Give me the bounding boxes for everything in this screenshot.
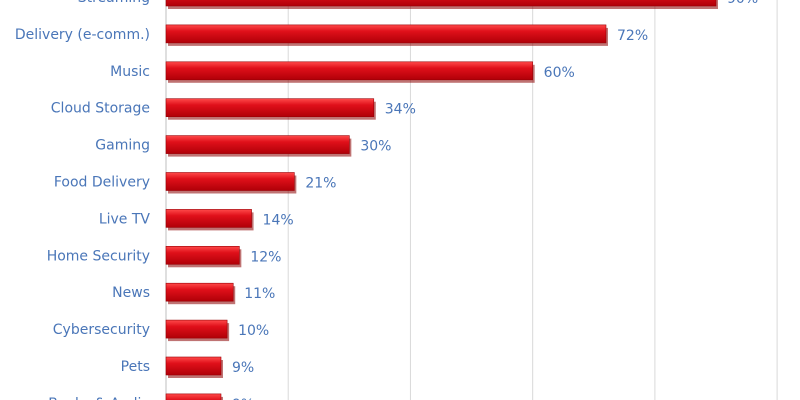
data-label: 21% [305, 176, 336, 192]
bar [165, 319, 228, 339]
category-label: Pets [121, 359, 150, 375]
bar [165, 209, 252, 228]
data-label: 14% [263, 212, 294, 228]
category-label: Food Delivery [54, 175, 150, 191]
category-label: Delivery (e-comm.) [15, 27, 150, 43]
category-label: Cloud Storage [51, 101, 150, 117]
category-label: Cybersecurity [53, 322, 150, 338]
category-label: Music [110, 64, 150, 80]
data-label: 9% [232, 360, 254, 376]
bar [165, 61, 533, 81]
bar [165, 135, 350, 154]
bar [165, 282, 234, 302]
data-label: 34% [385, 102, 416, 118]
category-label: Streaming [78, 0, 150, 6]
bar [165, 98, 375, 117]
data-label: 30% [360, 139, 391, 155]
data-label: 90% [727, 0, 758, 7]
bar [165, 0, 717, 7]
bars [165, 0, 718, 400]
category-label: Gaming [95, 138, 150, 154]
data-label: 9% [232, 397, 254, 400]
category-label: Books & Audio [48, 396, 150, 400]
category-label: Live TV [99, 211, 151, 227]
data-label: 11% [244, 286, 275, 302]
data-label: 12% [250, 249, 281, 265]
gridlines [165, 0, 778, 400]
bar [165, 356, 222, 376]
bar [165, 24, 607, 44]
category-label: News [112, 285, 150, 301]
category-label: Home Security [47, 248, 150, 264]
labels: Streaming 90% Delivery (e-comm.) 72% Music 60… [15, 0, 758, 400]
bar [165, 393, 222, 400]
data-label: 72% [617, 28, 648, 44]
data-label: 60% [544, 65, 575, 81]
bar [165, 246, 240, 265]
data-label: 10% [238, 323, 269, 339]
bar [165, 172, 295, 191]
